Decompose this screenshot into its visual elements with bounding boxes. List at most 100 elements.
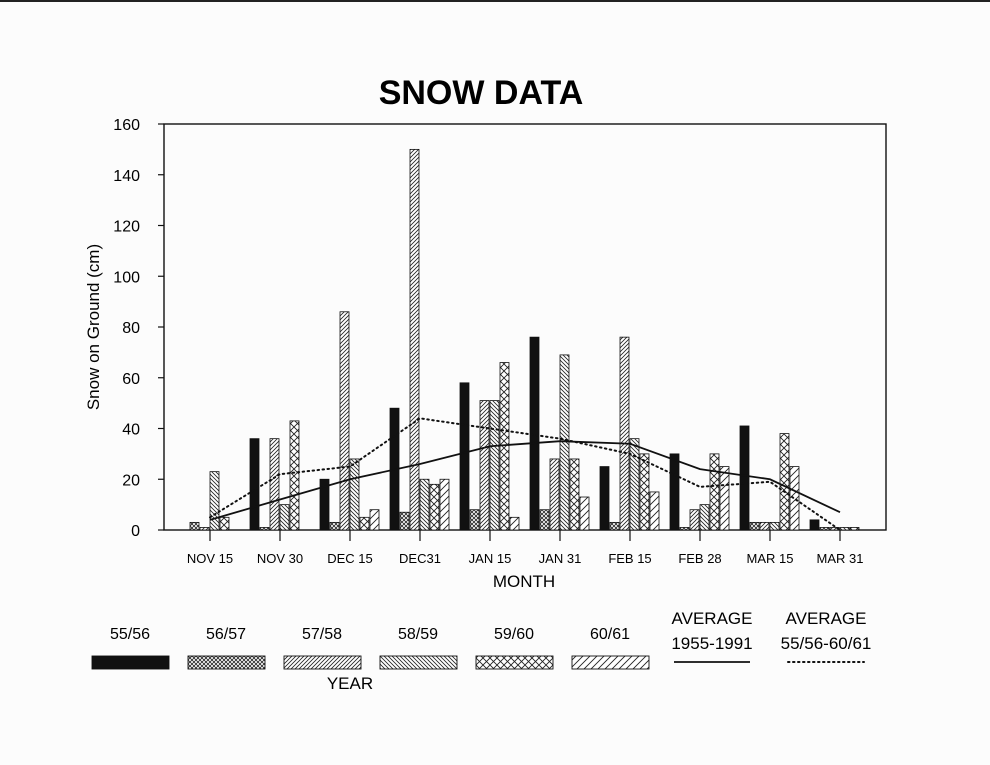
average-55-56-60-61-line: [209, 417, 841, 531]
x-tick-label: DEC 15: [327, 551, 373, 566]
bar-60-61-jan31: [579, 496, 590, 531]
bar-58-59-feb15: [629, 438, 640, 531]
bar-57-58-jan15: [479, 400, 490, 531]
legend-line-label: 55/56-60/61: [781, 634, 872, 653]
bar-60-61-dec31: [439, 478, 450, 531]
bar-59-60-feb15: [639, 453, 650, 531]
bar-56-57-dec31: [399, 511, 410, 531]
top-border-line: [0, 0, 990, 2]
bar-55-56-feb28: [669, 453, 680, 531]
y-tick-label: 120: [113, 219, 140, 236]
x-tick-label: NOV 15: [187, 551, 233, 566]
legend-label: 58/59: [398, 626, 438, 643]
bar-58-59-nov30: [279, 504, 290, 531]
legend: 55/56 56/57 57/58 58/59 59/60 60/61 AVERAGE 195…: [91, 609, 872, 670]
legend-title: YEAR: [327, 674, 373, 693]
bar-57-58-dec15: [339, 311, 350, 531]
bar-59-60-dec31: [429, 483, 440, 531]
average-lines: [209, 417, 841, 531]
bar-series: [189, 148, 860, 531]
bar-56-57-mar31: [819, 527, 830, 531]
x-tick-label: MAR 31: [817, 551, 864, 566]
bar-55-56-mar31: [809, 519, 820, 531]
legend-line-label: 1955-1991: [671, 634, 752, 653]
bar-57-58-nov15: [199, 527, 210, 531]
y-tick-label: 140: [113, 168, 140, 185]
y-axis-label: Snow on Ground (cm): [84, 244, 103, 410]
y-tick-label: 160: [113, 117, 140, 134]
y-tick-label: 0: [131, 523, 140, 540]
bar-60-61-feb28: [719, 466, 730, 531]
bar-56-57-feb15: [609, 521, 620, 531]
y-tick-label: 100: [113, 269, 140, 286]
bar-60-61-dec15: [369, 509, 380, 531]
x-axis-label: MONTH: [493, 572, 555, 591]
bar-56-57-mar15: [749, 521, 760, 531]
legend-label: 60/61: [590, 626, 630, 643]
bar-59-60-mar15: [779, 433, 790, 531]
bar-59-60-nov15: [219, 516, 230, 531]
legend-line-label: AVERAGE: [672, 609, 753, 628]
bar-57-58-feb15: [619, 336, 630, 531]
bar-57-58-mar15: [759, 521, 770, 531]
bar-56-57-feb28: [679, 527, 690, 531]
legend-label: 57/58: [302, 626, 342, 643]
y-tick-label: 80: [122, 320, 140, 337]
x-tick-label: JAN 31: [539, 551, 582, 566]
bar-57-58-dec31: [409, 148, 420, 531]
bar-58-59-jan31: [559, 354, 570, 531]
x-tick-label: FEB 15: [608, 551, 651, 566]
bar-58-59-nov15: [209, 471, 220, 531]
bar-59-60-feb28: [709, 453, 720, 531]
bar-58-59-mar31: [839, 527, 850, 531]
bar-58-59-dec31: [419, 478, 430, 531]
bar-55-56-mar15: [739, 425, 750, 531]
legend-swatch: [571, 655, 650, 670]
bar-59-60-dec15: [359, 516, 370, 531]
bar-60-61-mar15: [789, 466, 800, 531]
bar-56-57-nov30: [259, 527, 270, 531]
y-tick-label: 60: [122, 371, 140, 388]
bar-60-61-feb15: [649, 491, 660, 531]
bar-57-58-jan31: [549, 458, 560, 531]
bar-55-56-feb15: [599, 466, 610, 531]
y-tick-label: 40: [122, 422, 140, 439]
bar-55-56-nov30: [249, 438, 260, 531]
bar-59-60-jan31: [569, 458, 580, 531]
legend-swatch: [91, 655, 170, 670]
bar-58-59-feb28: [699, 504, 710, 531]
bar-57-58-nov30: [269, 438, 280, 531]
legend-swatch: [283, 655, 362, 670]
bar-56-57-jan15: [469, 509, 480, 531]
legend-swatch: [475, 655, 554, 670]
x-tick-label: DEC31: [399, 551, 441, 566]
x-tick-label: NOV 30: [257, 551, 303, 566]
legend-swatch: [187, 655, 266, 670]
bar-56-57-dec15: [329, 521, 340, 531]
average-1955-1991-line: [209, 440, 841, 521]
legend-swatch: [379, 655, 458, 670]
bar-59-60-mar31: [849, 527, 860, 531]
x-tick-label: MAR 15: [747, 551, 794, 566]
chart-title: SNOW DATA: [379, 74, 584, 112]
bar-55-56-dec15: [319, 478, 330, 531]
bar-55-56-jan15: [459, 382, 470, 531]
bar-56-57-nov15: [189, 521, 200, 531]
bar-59-60-nov30: [289, 420, 300, 531]
bar-58-59-dec15: [349, 458, 360, 531]
bar-60-61-jan15: [509, 516, 520, 531]
bar-55-56-jan31: [529, 336, 540, 531]
x-tick-label: JAN 15: [469, 551, 512, 566]
legend-label: 59/60: [494, 626, 534, 643]
legend-label: 55/56: [110, 626, 150, 643]
y-axis: 0 20 40 60 80 100 120 140 160: [113, 117, 164, 540]
x-axis: NOV 15 NOV 30 DEC 15 DEC31 JAN 15 JAN 31 FEB 1…: [187, 530, 864, 566]
bar-58-59-jan15: [489, 400, 500, 531]
bar-56-57-jan31: [539, 509, 550, 531]
bar-57-58-feb28: [689, 509, 700, 531]
legend-label: 56/57: [206, 626, 246, 643]
x-tick-label: FEB 28: [678, 551, 721, 566]
y-tick-label: 20: [122, 472, 140, 489]
bar-58-59-mar15: [769, 521, 780, 531]
